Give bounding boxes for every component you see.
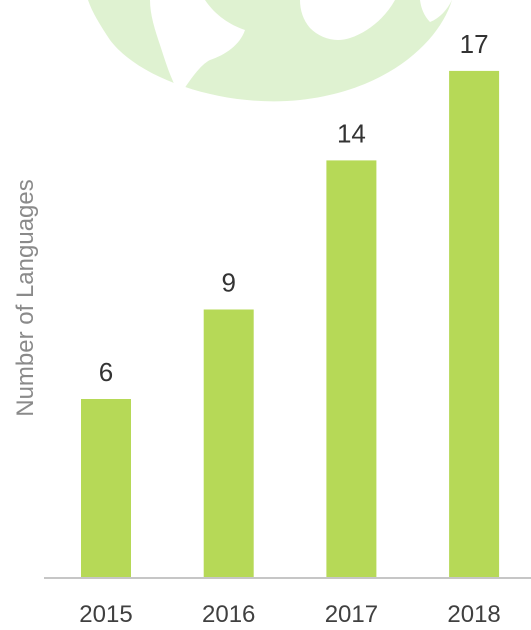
data-label-2015: 6 [99, 357, 113, 387]
x-tick-label-2017: 2017 [325, 601, 378, 628]
bar-2017 [326, 160, 377, 578]
data-label-2017: 14 [337, 118, 366, 148]
data-label-2018: 17 [460, 29, 489, 59]
x-tick-label-2018: 2018 [447, 601, 500, 628]
data-label-2016: 9 [221, 268, 235, 298]
globe-background-icon [88, 0, 452, 102]
y-axis-title: Number of Languages [12, 179, 39, 417]
bar-2016 [203, 309, 254, 578]
x-tick-label-2016: 2016 [202, 601, 255, 628]
bar-2015 [81, 399, 131, 578]
bars-group: 6 2015 9 2016 14 2017 17 2018 [79, 29, 500, 628]
bar-2018 [449, 70, 500, 579]
x-tick-label-2015: 2015 [79, 601, 132, 628]
